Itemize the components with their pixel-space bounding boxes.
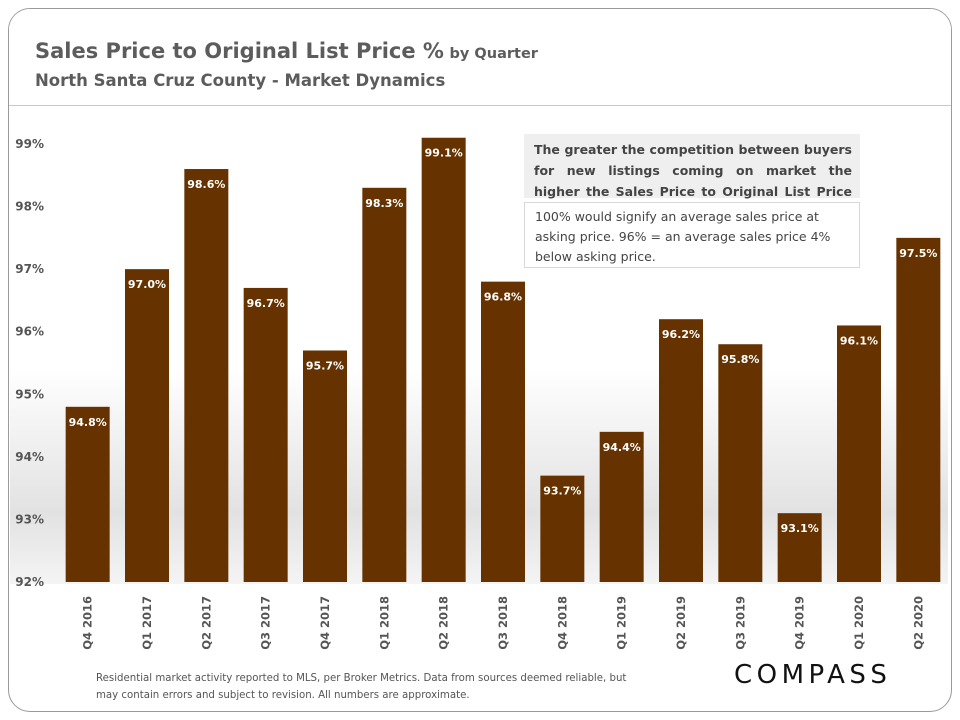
bar	[184, 169, 229, 582]
bar	[362, 187, 407, 583]
x-tick-label: Q1 2019	[615, 596, 629, 650]
x-tick-label: Q1 2020	[852, 596, 866, 650]
y-tick-label: 96%	[15, 325, 44, 339]
bar	[243, 287, 288, 582]
data-label: 96.8%	[484, 291, 522, 304]
x-tick-label: Q2 2018	[437, 596, 451, 650]
data-label: 94.8%	[69, 416, 107, 429]
y-tick-label: 93%	[15, 512, 44, 526]
x-tick-label: Q1 2017	[140, 596, 154, 650]
data-label: 95.8%	[721, 353, 759, 366]
data-label: 93.7%	[543, 485, 581, 498]
chart-title-main: Sales Price to Original List Price %	[35, 39, 444, 63]
data-label: 96.7%	[247, 297, 285, 310]
x-tick-label: Q2 2020	[911, 596, 925, 650]
data-label: 98.6%	[187, 178, 225, 191]
y-tick-label: 97%	[15, 262, 44, 276]
chart-title: Sales Price to Original List Price % by …	[35, 39, 538, 63]
data-label: 94.4%	[603, 441, 641, 454]
bar	[659, 319, 703, 582]
bar	[65, 406, 110, 582]
y-tick-label: 95%	[15, 387, 44, 401]
bar	[718, 344, 763, 582]
x-tick-label: Q3 2019	[733, 596, 747, 650]
explanation-note: 100% would signify an average sales pric…	[524, 202, 860, 268]
bar	[837, 325, 881, 582]
data-label: 96.2%	[662, 328, 700, 341]
x-tick-label: Q4 2016	[81, 596, 95, 650]
chart-title-suffix: by Quarter	[449, 46, 538, 62]
x-tick-label: Q2 2017	[199, 596, 213, 650]
bar	[303, 350, 347, 582]
chart-subtitle: North Santa Cruz County - Market Dynamic…	[35, 71, 446, 90]
compass-logo: COMPASS	[734, 660, 892, 690]
data-label: 93.1%	[781, 522, 819, 535]
footer-disclaimer: Residential market activity reported to …	[96, 673, 627, 701]
bars: 94.8% 97.0% 98.6% 96.7% 95.7% 98.3% 99.1% 96.8%…	[65, 137, 941, 583]
data-label: 99.1%	[425, 147, 463, 160]
data-label: 97.0%	[128, 278, 166, 291]
data-label: 98.3%	[365, 197, 403, 210]
x-axis: Q4 2016 Q1 2017 Q2 2017 Q3 2017 Q4 2017 Q1 20…	[81, 596, 926, 650]
bar	[896, 237, 941, 582]
y-axis: 92% 93% 94% 95% 96% 97% 98% 99%	[15, 137, 44, 589]
data-label: 95.7%	[306, 359, 344, 372]
bar	[421, 137, 466, 582]
x-tick-label: Q3 2018	[496, 596, 510, 650]
x-tick-label: Q1 2018	[377, 596, 391, 650]
data-label: 96.1%	[840, 334, 878, 347]
x-tick-label: Q4 2019	[793, 596, 807, 650]
chart-header: Sales Price to Original List Price % by …	[9, 9, 951, 106]
y-tick-label: 94%	[15, 450, 44, 464]
bar	[777, 513, 822, 582]
bar	[599, 431, 644, 582]
data-label: 97.5%	[899, 247, 937, 260]
y-tick-label: 92%	[15, 575, 44, 589]
x-tick-label: Q4 2017	[318, 596, 332, 650]
competition-note: The greater the competition between buye…	[524, 134, 860, 220]
bar	[540, 475, 585, 582]
x-tick-label: Q2 2019	[674, 596, 688, 650]
y-tick-label: 99%	[15, 137, 44, 151]
bar	[125, 269, 169, 582]
y-tick-label: 98%	[15, 200, 44, 214]
x-tick-label: Q4 2018	[555, 596, 569, 650]
bar	[481, 281, 525, 582]
x-tick-label: Q3 2017	[259, 596, 273, 650]
